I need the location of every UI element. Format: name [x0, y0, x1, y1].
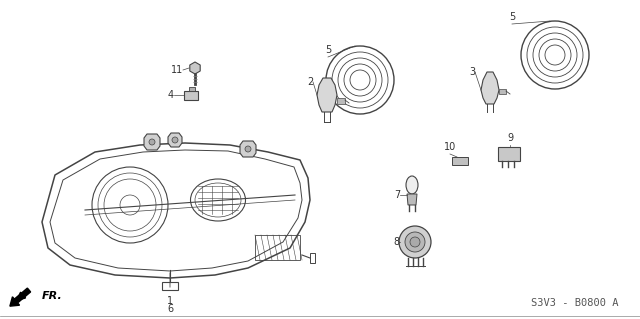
Circle shape [405, 232, 425, 252]
Text: 1: 1 [167, 296, 173, 306]
FancyBboxPatch shape [498, 147, 520, 161]
Polygon shape [190, 62, 200, 74]
Text: 11: 11 [171, 65, 183, 75]
Polygon shape [144, 134, 160, 150]
Text: 8: 8 [394, 237, 400, 247]
Text: 9: 9 [507, 133, 513, 143]
Circle shape [410, 237, 420, 247]
Circle shape [172, 137, 178, 143]
Text: 7: 7 [394, 190, 400, 200]
Text: 5: 5 [325, 45, 331, 55]
Text: 3: 3 [469, 67, 475, 77]
Polygon shape [407, 194, 417, 205]
Bar [499, 89, 506, 94]
FancyBboxPatch shape [184, 91, 198, 100]
Circle shape [149, 139, 155, 145]
Bar [255, 235, 300, 260]
Text: 4: 4 [168, 90, 174, 100]
Bar [337, 98, 345, 104]
Text: 2: 2 [307, 77, 313, 87]
Text: 10: 10 [444, 142, 456, 152]
Bar [189, 87, 195, 91]
Polygon shape [168, 133, 182, 147]
Text: 5: 5 [509, 12, 515, 22]
FancyArrow shape [10, 288, 31, 306]
Polygon shape [240, 141, 256, 157]
Circle shape [245, 146, 251, 152]
Text: 6: 6 [167, 304, 173, 314]
Bar [310, 253, 315, 263]
Circle shape [399, 226, 431, 258]
Text: FR.: FR. [42, 291, 63, 301]
Polygon shape [317, 78, 337, 112]
Text: S3V3 - B0800 A: S3V3 - B0800 A [531, 298, 619, 308]
Polygon shape [481, 72, 499, 104]
FancyBboxPatch shape [452, 157, 468, 165]
Bar [162, 282, 178, 290]
Ellipse shape [406, 176, 418, 194]
